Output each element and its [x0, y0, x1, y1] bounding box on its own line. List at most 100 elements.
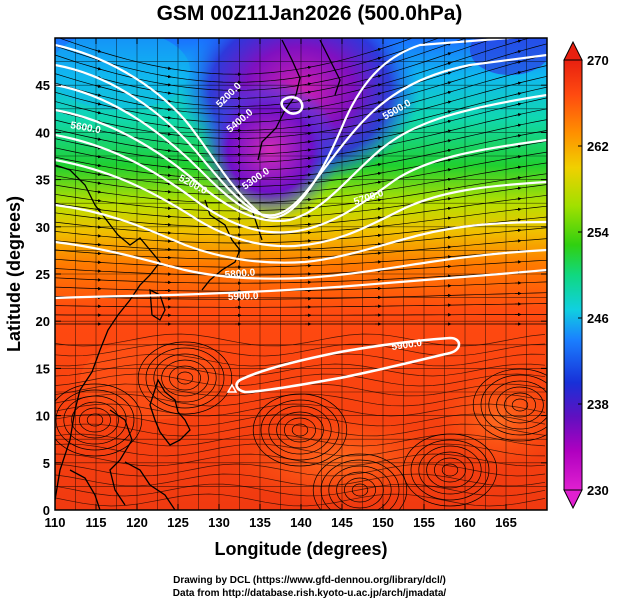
- streamline-arrow: [304, 107, 312, 111]
- streamline-arrow: [514, 134, 522, 138]
- streamline: [268, 405, 332, 455]
- streamline-arrow: [374, 101, 382, 105]
- streamline-arrow: [94, 242, 102, 247]
- streamline: [58, 38, 414, 75]
- streamline: [55, 259, 547, 276]
- streamline: [55, 403, 546, 417]
- streamline-arrow: [444, 90, 452, 95]
- streamline: [169, 365, 201, 391]
- streamline-arrow: [164, 91, 172, 95]
- streamline: [496, 386, 544, 424]
- colorbar: 230 238 246 254 262 270: [563, 40, 609, 510]
- streamline-arrow: [514, 239, 522, 243]
- streamline-arrow: [374, 162, 382, 167]
- streamline: [55, 483, 546, 497]
- streamline-arrow: [444, 158, 452, 162]
- y-axis-ticks: 0 5 10 15 20 25 30 35 40 45: [36, 78, 547, 518]
- streamline: [328, 465, 392, 510]
- streamline: [55, 238, 547, 260]
- streamline-arrow: [94, 154, 102, 159]
- streamline-arrow: [444, 81, 452, 85]
- streamline-arrow: [94, 93, 102, 97]
- streamline: [55, 463, 546, 477]
- colorbar-tick-label: 254: [587, 225, 609, 240]
- streamline-arrow: [304, 82, 312, 86]
- streamline: [418, 445, 482, 495]
- streamline-arrow: [514, 186, 522, 191]
- colorbar-top-arrow: [563, 40, 583, 61]
- streamline-arrow: [164, 107, 172, 112]
- colorbar-tick-label: 230: [587, 483, 609, 498]
- y-tick-label: 5: [43, 456, 50, 471]
- colorbar-bottom-arrow: [563, 489, 583, 510]
- streamline-arrow: [374, 198, 382, 202]
- streamline-arrow: [164, 148, 172, 153]
- streamline: [511, 398, 529, 412]
- streamline: [79, 407, 111, 433]
- streamline-arrow: [94, 225, 102, 229]
- x-tick-label: 140: [290, 515, 312, 530]
- x-tick-label: 150: [372, 515, 394, 530]
- streamline-arrow: [445, 24, 451, 26]
- y-tick-label: 25: [36, 267, 50, 282]
- streamline-arrow: [374, 127, 382, 131]
- streamline: [55, 173, 547, 212]
- streamline: [55, 433, 546, 447]
- streamline-arrow: [94, 198, 102, 203]
- streamline-arrow: [374, 109, 382, 114]
- streamline-arrow: [304, 90, 312, 94]
- streamline-arrow: [514, 60, 522, 64]
- streamline-arrow: [164, 74, 172, 79]
- streamline-arrow: [374, 118, 382, 123]
- streamline: [55, 383, 143, 457]
- credit-data: Data from http://database.rish.kyoto-u.a…: [172, 588, 447, 599]
- streamline: [55, 86, 547, 147]
- streamline-arrow: [374, 47, 382, 52]
- streamline-arrow: [515, 19, 521, 21]
- x-axis-label: Longitude (degrees): [214, 539, 387, 559]
- streamline-arrow: [444, 197, 452, 201]
- streamline: [480, 374, 547, 436]
- streamline-arrow: [444, 216, 452, 220]
- y-axis-label: Latitude (degrees): [4, 196, 24, 352]
- streamline: [55, 281, 547, 292]
- figure-title: GSM 00Z11Jan2026 (500.0hPa): [156, 2, 463, 25]
- streamline-arrow: [444, 61, 452, 66]
- streamline: [161, 359, 209, 397]
- streamline-arrow: [94, 163, 102, 168]
- streamline: [55, 270, 547, 284]
- streamline-arrow: [444, 206, 452, 211]
- colorbar-tick-label: 238: [587, 397, 609, 412]
- streamline: [291, 423, 309, 437]
- x-tick-label: 160: [454, 515, 476, 530]
- streamline-arrow: [94, 102, 102, 106]
- streamline-arrow: [374, 224, 382, 229]
- streamline-arrow: [94, 207, 102, 212]
- streamline: [312, 453, 408, 510]
- streamline-arrow: [304, 148, 312, 152]
- streamline: [55, 54, 547, 123]
- streamline: [55, 249, 547, 268]
- streamline-arrow: [514, 81, 522, 85]
- streamline: [488, 380, 547, 430]
- streamline: [71, 401, 119, 439]
- streamline-arrow: [514, 176, 522, 180]
- y-tick-label: 10: [36, 409, 50, 424]
- streamline-arrow: [374, 154, 382, 158]
- streamline-arrow: [94, 190, 102, 194]
- streamline-arrow: [444, 110, 452, 114]
- streamline-arrow: [164, 165, 172, 169]
- streamline-arrow: [164, 124, 172, 128]
- streamline: [55, 75, 547, 139]
- streamline: [55, 38, 440, 83]
- streamline-arrow: [514, 39, 522, 43]
- contour-label: 5900.0: [228, 291, 259, 303]
- streamline-arrow: [164, 132, 172, 136]
- streamline: [55, 205, 547, 236]
- streamline-arrow: [444, 187, 452, 191]
- streamline-arrow: [514, 228, 522, 233]
- height-contours: [55, 38, 547, 394]
- streamline: [55, 393, 546, 407]
- streamline-arrow: [164, 83, 172, 87]
